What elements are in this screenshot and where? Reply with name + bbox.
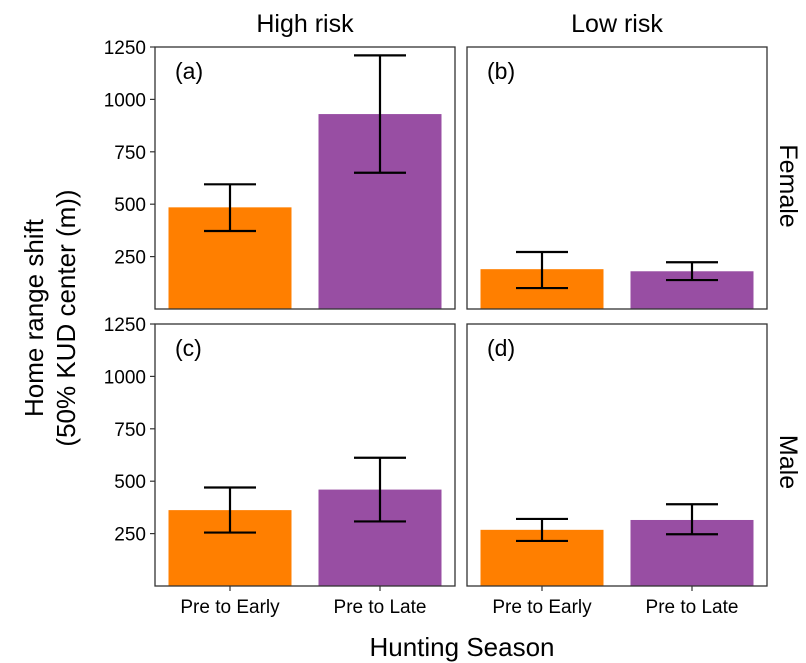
panel-d: (d) Pre to Early Pre to Late bbox=[466, 323, 768, 618]
error-bar-d-pre-to-late bbox=[666, 503, 718, 536]
y-axis-title-line-2: (50% KUD center (m)) bbox=[51, 189, 81, 446]
x-tick-label: Pre to Early bbox=[492, 597, 592, 618]
panel-a: (a) 250 500 750 1000 1250 bbox=[104, 38, 456, 310]
strip-male: Male bbox=[774, 435, 802, 489]
panel-label-d: (d) bbox=[487, 335, 515, 361]
strip-high-risk: High risk bbox=[256, 10, 354, 38]
y-tick-label: 1250 bbox=[104, 315, 146, 336]
x-axis-title: Hunting Season bbox=[369, 632, 554, 662]
panel-frame-d bbox=[466, 323, 768, 587]
error-bar-b-pre-to-early bbox=[516, 250, 568, 290]
panel-label-b: (b) bbox=[487, 58, 515, 84]
strip-low-risk: Low risk bbox=[571, 10, 663, 38]
panel-frame-c bbox=[154, 323, 456, 587]
error-bar-a-pre-to-early bbox=[204, 183, 256, 233]
panel-frame-b bbox=[466, 46, 768, 310]
panel-c: (c) 250 500 750 1000 1250 Pre to Early Pre to L… bbox=[104, 315, 456, 618]
error-bar-c-pre-to-early bbox=[204, 486, 256, 534]
y-tick-label: 500 bbox=[114, 472, 146, 493]
y-axis-title-line-1: Home range shift bbox=[19, 218, 49, 417]
error-bar-b-pre-to-late bbox=[666, 261, 718, 282]
error-bar-a-pre-to-late bbox=[354, 54, 406, 174]
panel-label-c: (c) bbox=[175, 335, 202, 361]
strip-female: Female bbox=[774, 144, 802, 227]
y-tick-label: 1000 bbox=[104, 367, 146, 388]
x-tick-label: Pre to Early bbox=[180, 597, 280, 618]
y-tick-label: 750 bbox=[114, 420, 146, 441]
x-tick-label: Pre to Late bbox=[334, 597, 427, 618]
panels-group: (a) 250 500 750 1000 1250 (b) (c) 250 500 750 1000 1… bbox=[104, 38, 768, 618]
panel-frame-a bbox=[154, 46, 456, 310]
panel-label-a: (a) bbox=[175, 58, 203, 84]
error-bar-c-pre-to-late bbox=[354, 456, 406, 523]
x-tick-label: Pre to Late bbox=[646, 597, 739, 618]
error-bar-d-pre-to-early bbox=[516, 517, 568, 543]
y-tick-label: 750 bbox=[114, 143, 146, 164]
y-tick-label: 500 bbox=[114, 195, 146, 216]
y-tick-label: 1250 bbox=[104, 38, 146, 59]
y-tick-label: 1000 bbox=[104, 90, 146, 111]
panel-b: (b) bbox=[466, 46, 768, 310]
y-tick-label: 250 bbox=[114, 525, 146, 546]
y-tick-label: 250 bbox=[114, 248, 146, 269]
